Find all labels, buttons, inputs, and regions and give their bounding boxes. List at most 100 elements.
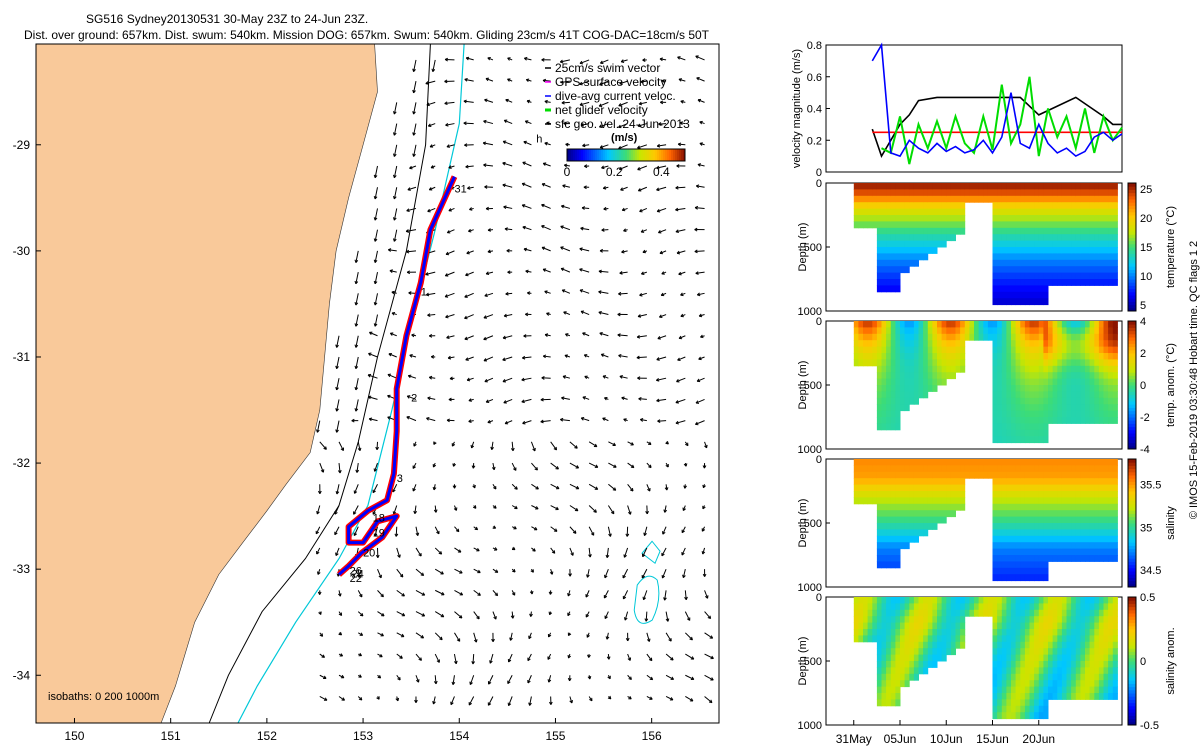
velocity-arrowhead	[465, 272, 469, 277]
heatmap-cell	[927, 202, 933, 210]
velocity-arrowhead	[681, 552, 685, 556]
heatmap-cell	[1048, 635, 1054, 643]
heatmap-cell	[1108, 410, 1114, 418]
velocity-arrow	[522, 161, 532, 167]
heatmap-cell	[881, 555, 887, 562]
heatmap-cell	[932, 327, 938, 335]
colorbar-swatch	[1128, 699, 1136, 704]
heatmap-cell	[1103, 240, 1109, 248]
heatmap-cell	[909, 609, 915, 617]
heatmap-cell	[1085, 340, 1091, 348]
velocity-arrowhead	[487, 228, 492, 232]
velocity-arrow	[579, 268, 590, 273]
heatmap-cell	[950, 359, 956, 367]
heatmap-cell	[872, 183, 878, 190]
heatmap-cell	[1103, 535, 1109, 543]
heatmap-cell	[1085, 693, 1091, 700]
heatmap-cell	[1029, 705, 1035, 713]
heatmap-cell	[937, 497, 943, 505]
heatmap-cell	[1024, 333, 1030, 341]
colorbar-swatch	[667, 149, 670, 161]
heatmap-cell	[955, 208, 961, 216]
heatmap-cell	[881, 385, 887, 392]
heatmap-cell	[1071, 654, 1077, 662]
velocity-arrow	[677, 56, 686, 61]
heatmap-cell	[863, 327, 869, 335]
velocity-arrowhead	[680, 99, 684, 104]
colorbar-swatch	[631, 149, 634, 161]
velocity-arrow	[483, 356, 494, 362]
velocity-arrow	[505, 292, 513, 295]
heatmap-cell	[1089, 693, 1095, 700]
heatmap-cell	[1048, 686, 1054, 694]
heatmap-cell	[1089, 372, 1095, 380]
velocity-arrow	[603, 590, 609, 599]
colorbar-swatch	[577, 149, 580, 161]
heatmap-cell	[1024, 529, 1030, 537]
heatmap-cell	[863, 497, 869, 505]
heatmap-cell	[1108, 397, 1114, 405]
heatmap-cell	[1108, 622, 1114, 630]
legend-item-label: sfc geo. vel. 24-Jun-2013	[555, 117, 690, 131]
heatmap-cell	[992, 372, 998, 380]
heatmap-cell	[909, 234, 915, 242]
heatmap-cell	[992, 404, 998, 412]
heatmap-cell	[932, 523, 938, 530]
heatmap-cell	[1066, 654, 1072, 662]
heatmap-cell	[1029, 240, 1035, 248]
velocity-arrowhead	[644, 618, 649, 622]
velocity-arrow	[413, 123, 417, 136]
heatmap-cell	[895, 234, 901, 242]
heatmap-cell	[876, 272, 882, 280]
heatmap-cell	[1089, 529, 1095, 537]
heatmap-cell	[927, 648, 933, 656]
colorbar-swatch	[1128, 689, 1136, 694]
colorbar-swatch	[591, 149, 594, 161]
heatmap-cell	[992, 397, 998, 405]
heatmap-cell	[1001, 603, 1007, 611]
heatmap-cell	[1011, 459, 1017, 466]
heatmap-cell	[1006, 372, 1012, 380]
heatmap-cell	[1038, 365, 1044, 373]
heatmap-cell	[992, 484, 998, 492]
velocity-arrowhead	[413, 443, 417, 447]
heatmap-cell	[1052, 503, 1058, 511]
heatmap-cell	[881, 215, 887, 222]
heatmap-cell	[1015, 397, 1021, 405]
velocity-arrowhead	[318, 611, 322, 615]
heatmap-cell	[918, 202, 924, 210]
heatmap-cell	[867, 340, 873, 348]
velocity-arrow	[409, 354, 417, 358]
velocity-arrowhead	[584, 375, 588, 380]
heatmap-cell	[900, 459, 906, 466]
velocity-arrow	[569, 483, 580, 490]
velocity-arrow	[622, 568, 629, 579]
heatmap-cell	[1103, 259, 1109, 267]
heatmap-cell	[876, 279, 882, 286]
velocity-arrow	[467, 186, 474, 189]
velocity-arrowhead	[658, 122, 662, 126]
heatmap-cell	[881, 253, 887, 261]
velocity-arrow	[357, 441, 361, 451]
velocity-arrow	[606, 632, 609, 640]
velocity-arrowhead	[523, 334, 527, 338]
heatmap-cell	[1015, 484, 1021, 492]
heatmap-cell	[858, 491, 864, 498]
heatmap-cell	[1066, 629, 1072, 636]
heatmap-cell	[941, 365, 947, 373]
colorbar-swatch	[1128, 481, 1136, 486]
heatmap-cell	[1085, 227, 1091, 235]
heatmap-cell	[904, 597, 910, 604]
colorbar-swatch	[1128, 462, 1136, 466]
heatmap-cell	[1011, 523, 1017, 530]
heatmap-cell	[886, 629, 892, 636]
velocity-arrow	[374, 272, 378, 284]
heatmap-cell	[1061, 609, 1067, 617]
heatmap-cell	[1043, 555, 1049, 562]
heatmap-cell	[960, 359, 966, 367]
velocity-arrow	[487, 696, 494, 706]
velocity-arrowhead	[640, 229, 645, 233]
heatmap-cell	[1112, 385, 1118, 392]
heatmap-cell	[1038, 227, 1044, 235]
